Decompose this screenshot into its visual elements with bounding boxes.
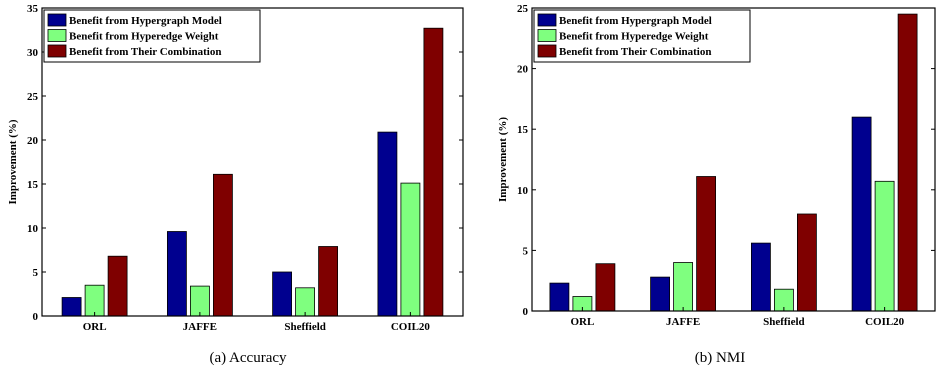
bar-jaffe-series-2 bbox=[673, 262, 693, 312]
y-tick-label: 0 bbox=[33, 311, 39, 323]
figure-caption: (a) Accuracy bbox=[209, 350, 287, 366]
y-tick-label: 25 bbox=[27, 91, 39, 103]
bar-coil20-series-1 bbox=[851, 116, 872, 312]
bar-jaffe-series-1 bbox=[650, 276, 670, 312]
y-tick-label: 10 bbox=[27, 223, 39, 235]
y-tick-label: 15 bbox=[27, 179, 39, 191]
bar-jaffe-series-3 bbox=[696, 176, 716, 312]
bar-coil20-series-3 bbox=[423, 27, 444, 317]
chart-panel-b: 0 5 10 15 20 25 ORL JAFFE Sheffield COIL20 Improve… bbox=[497, 3, 936, 366]
bar-jaffe-series-3 bbox=[212, 173, 233, 317]
legend-box bbox=[43, 9, 261, 63]
legend-swatch-1 bbox=[47, 13, 67, 27]
y-tick-label: 20 bbox=[27, 135, 39, 147]
legend-label-3: Benefit from Their Combination bbox=[69, 46, 221, 58]
figure-caption: (b) NMI bbox=[695, 350, 745, 366]
y-tick-label: 15 bbox=[517, 124, 529, 136]
y-tick-label: 5 bbox=[33, 267, 39, 279]
y-tick-label: 10 bbox=[517, 185, 529, 197]
y-tick-label: 5 bbox=[523, 245, 529, 257]
x-tick-label-coil20: COIL20 bbox=[865, 316, 905, 328]
legend-swatch-3 bbox=[537, 44, 557, 58]
y-tick-label: 25 bbox=[517, 3, 529, 15]
bar-sheffield-series-1 bbox=[751, 242, 771, 312]
bar-orl-series-3 bbox=[595, 263, 616, 312]
bar-coil20-series-1 bbox=[377, 131, 398, 317]
x-tick-label-coil20: COIL20 bbox=[391, 321, 431, 333]
bar-coil20-series-2 bbox=[874, 180, 895, 312]
bar-orl-series-1 bbox=[61, 297, 82, 317]
y-tick-label: 0 bbox=[523, 306, 529, 318]
chart-panel-a: 0 5 10 15 20 25 30 35 ORL JAFFE Sheffield COIL20 Imp… bbox=[7, 3, 464, 366]
legend-swatch-1 bbox=[537, 13, 557, 27]
x-tick-label-orl: ORL bbox=[570, 316, 594, 328]
legend-label-1: Benefit from Hypergraph Model bbox=[559, 15, 712, 27]
x-tick-label-sheffield: Sheffield bbox=[763, 316, 805, 328]
legend: Benefit from Hypergraph Model Benefit fro… bbox=[43, 9, 261, 63]
legend-label-2: Benefit from Hyperedge Weight bbox=[69, 31, 219, 43]
y-tick-label: 30 bbox=[27, 47, 39, 59]
x-tick-label-jaffe: JAFFE bbox=[183, 321, 217, 333]
legend: Benefit from Hypergraph Model Benefit fro… bbox=[533, 9, 751, 63]
bar-coil20-series-3 bbox=[897, 13, 918, 312]
legend-label-3: Benefit from Their Combination bbox=[559, 46, 711, 58]
bar-orl-series-1 bbox=[549, 282, 570, 312]
plot-frame bbox=[531, 7, 936, 312]
y-axis-label: Improvement (%) bbox=[497, 117, 509, 202]
bar-sheffield-series-3 bbox=[318, 246, 339, 317]
x-tick-label-sheffield: Sheffield bbox=[284, 321, 326, 333]
plot-frame bbox=[41, 7, 464, 317]
y-tick-label: 20 bbox=[517, 64, 529, 76]
y-tick-label: 35 bbox=[27, 3, 39, 15]
bar-orl-series-2 bbox=[84, 284, 105, 317]
legend-box bbox=[533, 9, 751, 63]
legend-swatch-2 bbox=[47, 29, 67, 42]
bar-coil20-series-2 bbox=[400, 182, 421, 317]
y-axis-label: Improvement (%) bbox=[7, 119, 19, 204]
x-tick-label-orl: ORL bbox=[83, 321, 107, 333]
bar-sheffield-series-2 bbox=[295, 287, 316, 317]
bar-jaffe-series-1 bbox=[166, 231, 187, 317]
legend-label-1: Benefit from Hypergraph Model bbox=[69, 15, 222, 27]
legend-label-2: Benefit from Hyperedge Weight bbox=[559, 31, 709, 43]
legend-swatch-3 bbox=[47, 44, 67, 58]
bar-sheffield-series-1 bbox=[272, 271, 293, 317]
x-tick-label-jaffe: JAFFE bbox=[666, 316, 700, 328]
bar-jaffe-series-2 bbox=[189, 285, 210, 317]
legend-swatch-2 bbox=[537, 29, 557, 42]
bar-orl-series-3 bbox=[107, 255, 128, 317]
bar-sheffield-series-3 bbox=[797, 213, 817, 312]
